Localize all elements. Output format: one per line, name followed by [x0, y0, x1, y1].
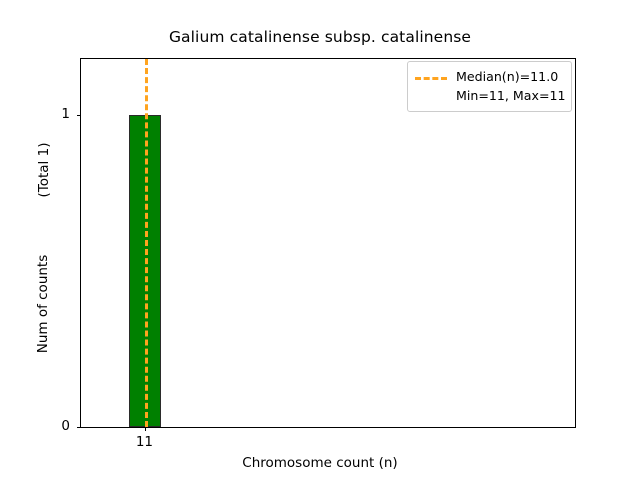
plot-area: Median(n)=11.0 Min=11, Max=11	[77, 58, 576, 431]
blank-swatch-icon	[415, 90, 447, 102]
dashed-line-icon	[415, 71, 447, 83]
legend-item-minmax: Min=11, Max=11	[415, 86, 566, 105]
plot-inner	[81, 59, 575, 427]
legend-label-minmax: Min=11, Max=11	[456, 88, 566, 103]
x-tick-label-11: 11	[135, 434, 154, 450]
x-tick-mark-11	[145, 427, 147, 431]
chart-title: Galium catalinense subsp. catalinense	[168, 28, 472, 46]
x-axis-label: Chromosome count (n)	[242, 455, 398, 471]
y-tick-mark-0	[77, 427, 81, 428]
y-tick-mark-1	[77, 115, 81, 117]
median-line	[145, 59, 149, 427]
legend-label-median: Median(n)=11.0	[456, 69, 559, 84]
legend-item-median: Median(n)=11.0	[415, 67, 564, 86]
y-tick-label-1: 1	[61, 106, 70, 123]
y-tick-label-0: 0	[61, 418, 70, 434]
legend: Median(n)=11.0 Min=11, Max=11	[407, 61, 572, 112]
